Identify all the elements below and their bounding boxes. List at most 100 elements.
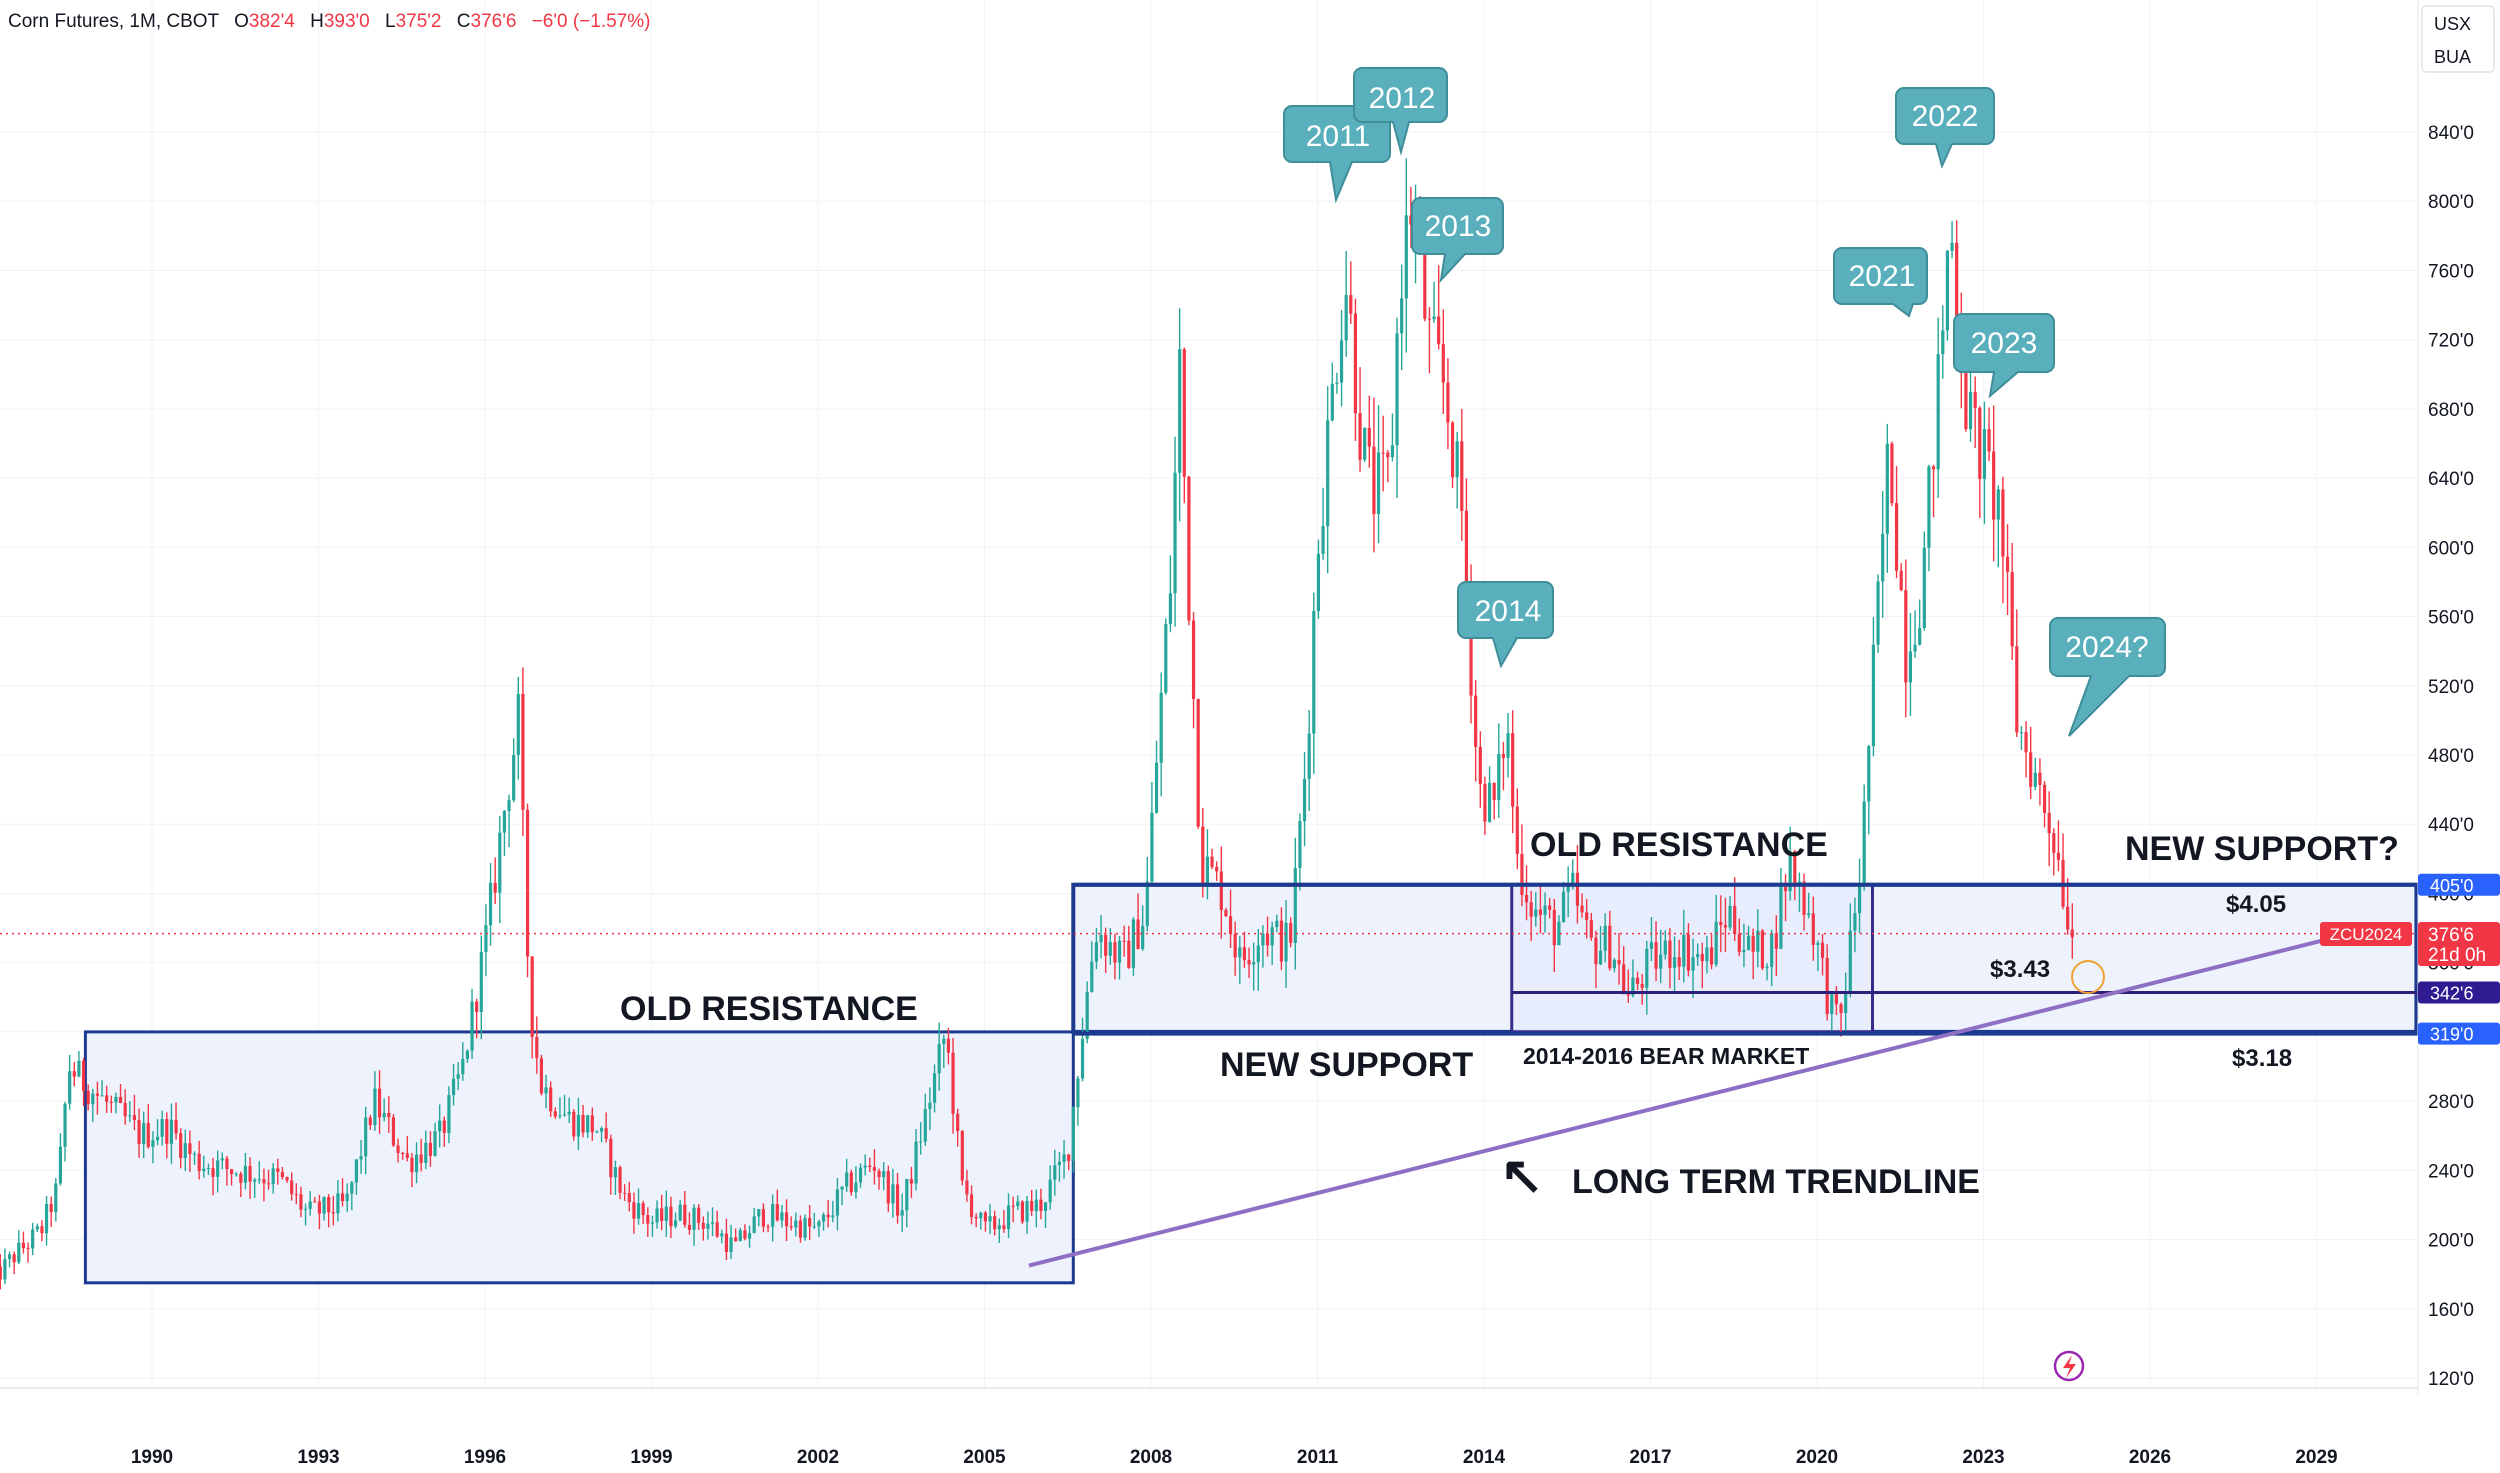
candle-body [1080,1038,1085,1079]
bubble-2022: 2022 [1895,87,1995,169]
x-tick-label: 1999 [630,1447,672,1468]
candle-body [1575,872,1580,906]
candle-body [1145,881,1149,926]
unit-measure: BUA [2434,47,2471,67]
candle-body [419,1154,423,1163]
candle-body [86,1090,90,1105]
candle-body [1423,241,1427,319]
candle-body [1918,628,1922,645]
candle-body [1557,921,1561,946]
long-term-trendline[interactable] [1028,926,2373,1268]
candle-body [1131,919,1136,968]
candle-body [484,925,488,952]
candle-body [1057,1161,1062,1166]
candle-body [248,1166,252,1182]
candle-body [1589,920,1593,938]
candle-body [928,1102,932,1110]
candle-body [1848,930,1852,993]
countdown-label: 21d 0h [2428,945,2486,966]
candle-body [100,1095,104,1097]
lightning-icon[interactable] [2053,1350,2085,1382]
candle-body [1677,957,1681,967]
candle-body [1534,909,1538,917]
candle-body [831,1215,835,1218]
candle-body [641,1203,645,1216]
candle-body [2029,752,2033,787]
candle-body [1719,921,1723,926]
candle-body [1279,920,1284,962]
candle-body [1982,429,1987,479]
x-tick-label: 2017 [1629,1447,1671,1468]
candle-body [262,1179,266,1184]
candle-body [1376,452,1381,515]
trendline-arrow-icon: ↖ [1500,1147,1544,1205]
candle-body [414,1154,419,1173]
candle-body [1580,905,1584,913]
candle-body [280,1171,285,1178]
candle-body [1631,977,1635,996]
candle-body [364,1117,368,1157]
candle-body [1432,316,1436,320]
candle-body [1987,429,1991,452]
y-tick-label: 680'0 [2428,400,2474,421]
candle-body [21,1242,26,1249]
candle-body [1788,851,1792,892]
candle-body [660,1208,664,1221]
candle-body [882,1171,886,1178]
candle-body [1353,313,1358,414]
price-tag-label: 342'6 [2430,984,2473,1004]
candle-body [942,1038,946,1044]
candle-body [752,1216,756,1234]
candle-body [562,1114,567,1116]
candle-body [1816,942,1820,945]
candle-body [498,832,502,893]
candle-body [1358,413,1362,460]
candle-body [891,1184,895,1204]
candle-body [3,1259,7,1280]
candle-body [1002,1225,1006,1229]
candle-body [530,956,534,1037]
candle-body [845,1172,849,1187]
svg-text:Corn Futures, 1M, CBOT O: Corn Futures, 1M, CBOT O382'4 H393'0 L37… [8,11,650,32]
candle-body [132,1115,137,1121]
candle-body [1187,476,1191,621]
candle-body [391,1117,396,1146]
candle-body [1289,922,1293,943]
candle-body [1238,947,1242,958]
x-tick-label: 2011 [1297,1447,1339,1468]
candle-body [974,1216,978,1219]
candle-body [1316,553,1321,612]
candle-body [1723,925,1728,928]
candle-body [81,1060,86,1091]
candle-body [239,1173,243,1183]
candle-body [354,1159,359,1183]
candle-body [877,1170,881,1178]
candle-body [1381,452,1385,454]
candle-body [895,1184,900,1216]
candle-body [613,1167,618,1178]
candle-body [1538,909,1543,915]
unit-box[interactable]: USX BUA [2421,5,2495,73]
candle-body [285,1177,289,1181]
candle-body [512,755,516,801]
candle-body [1233,933,1237,958]
candle-body [2015,646,2019,733]
candle-body [1645,948,1649,988]
candle-body [1691,957,1695,971]
candle-body [965,1180,969,1195]
candle-body [706,1223,710,1229]
candle-body [1228,916,1233,934]
candle-body [669,1206,673,1227]
candle-body [1899,570,1903,591]
candle-body [969,1194,974,1217]
candle-body [1927,466,1931,548]
candle-body [493,882,497,893]
candle-body [183,1143,187,1158]
candle-body [516,693,520,756]
candle-body [72,1071,76,1077]
time-axis[interactable]: 1990 1993 1996 1999 2002 2005 2008 2011 2014 2017… [131,1447,2338,1468]
candle-body [2010,571,2014,647]
candle-body [817,1221,821,1227]
bubble-2022-label: 2022 [1912,100,1979,133]
y-tick-label: 520'0 [2428,677,2474,698]
